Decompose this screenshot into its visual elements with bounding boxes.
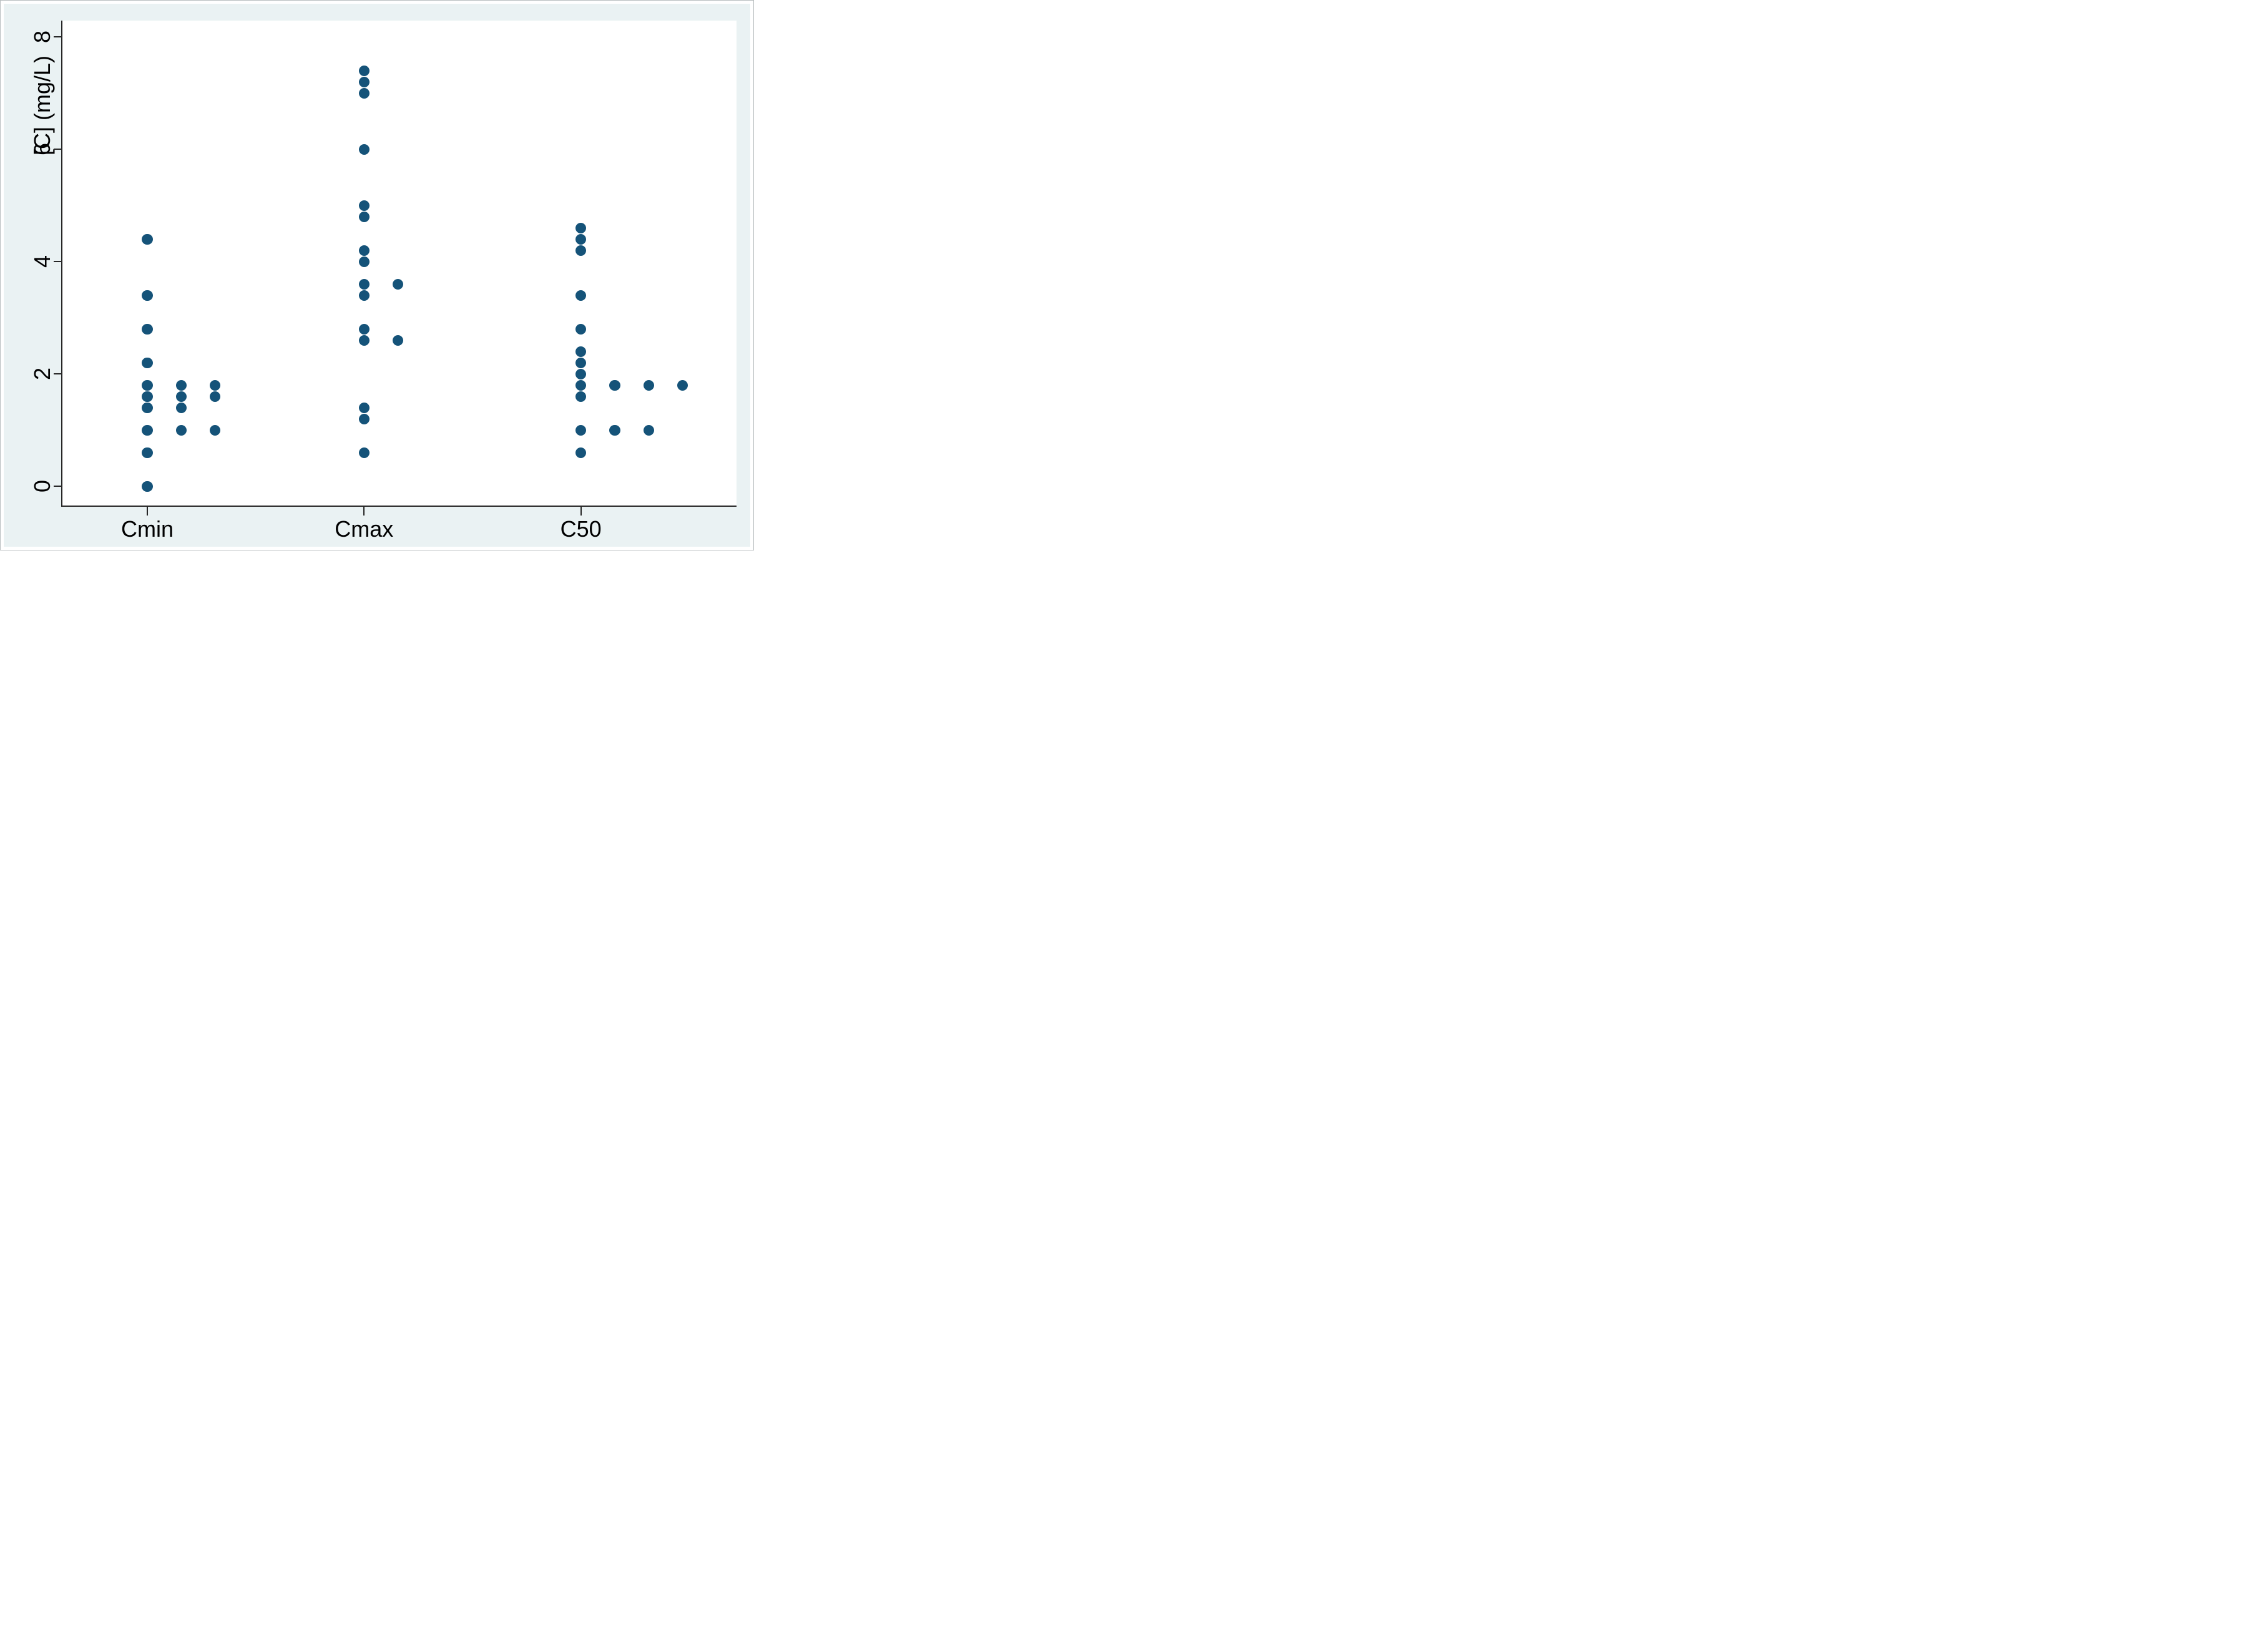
- data-point: [392, 335, 404, 346]
- x-tick-label: Cmin: [120, 516, 174, 542]
- plot-area: [62, 21, 737, 506]
- data-point: [358, 144, 370, 155]
- y-tick-label: 2: [29, 368, 55, 381]
- data-point: [175, 402, 187, 414]
- data-point: [575, 424, 587, 436]
- figure-background: [C] (mg/L) 0 2 4 6 8 Cmin Cmax C50: [4, 4, 750, 547]
- x-tick-label: C50: [560, 516, 602, 542]
- x-tick-label: Cmax: [335, 516, 394, 542]
- data-point: [575, 447, 587, 459]
- y-axis-line: [61, 21, 62, 507]
- data-point: [142, 391, 153, 403]
- chart-figure: [C] (mg/L) 0 2 4 6 8 Cmin Cmax C50: [0, 0, 754, 550]
- y-tick: [54, 261, 61, 263]
- data-point: [575, 245, 587, 257]
- data-point: [677, 379, 688, 391]
- y-tick: [54, 373, 61, 375]
- y-tick-label: 8: [29, 31, 55, 44]
- data-point: [575, 368, 587, 380]
- data-point: [175, 391, 187, 403]
- data-point: [358, 402, 370, 414]
- y-tick: [54, 486, 61, 487]
- data-point: [142, 290, 153, 301]
- data-point: [575, 357, 587, 369]
- data-point: [358, 65, 370, 77]
- data-point: [575, 233, 587, 245]
- y-axis-title: [C] (mg/L): [29, 55, 55, 156]
- data-point: [358, 447, 370, 459]
- data-point: [575, 346, 587, 358]
- data-point: [358, 323, 370, 335]
- data-point: [175, 379, 187, 391]
- data-point: [209, 391, 221, 403]
- data-point: [575, 222, 587, 234]
- data-point: [358, 335, 370, 346]
- data-point: [575, 379, 587, 391]
- data-point: [609, 379, 620, 391]
- y-tick-label: 4: [29, 255, 55, 268]
- data-point: [392, 278, 404, 290]
- data-point: [358, 211, 370, 223]
- x-tick: [580, 507, 582, 516]
- data-point: [142, 447, 153, 459]
- x-tick: [147, 507, 148, 516]
- data-point: [358, 290, 370, 301]
- data-point: [142, 233, 153, 245]
- data-point: [358, 256, 370, 268]
- y-tick: [54, 149, 61, 150]
- data-point: [358, 245, 370, 257]
- x-tick: [363, 507, 365, 516]
- y-tick-label: 6: [29, 143, 55, 156]
- y-tick: [54, 36, 61, 38]
- data-point: [209, 424, 221, 436]
- data-point: [175, 424, 187, 436]
- x-axis-line: [61, 506, 737, 507]
- data-point: [358, 200, 370, 212]
- data-point: [358, 76, 370, 88]
- data-point: [209, 379, 221, 391]
- data-point: [643, 379, 654, 391]
- data-point: [643, 424, 654, 436]
- data-point: [575, 290, 587, 301]
- data-point: [575, 391, 587, 403]
- data-point: [358, 87, 370, 99]
- data-point: [358, 278, 370, 290]
- data-point: [142, 481, 153, 492]
- data-point: [575, 323, 587, 335]
- data-point: [358, 413, 370, 425]
- data-point: [609, 424, 620, 436]
- data-point: [142, 424, 153, 436]
- data-point: [142, 402, 153, 414]
- y-tick-label: 0: [29, 480, 55, 493]
- data-point: [142, 379, 153, 391]
- data-point: [142, 357, 153, 369]
- data-point: [142, 323, 153, 335]
